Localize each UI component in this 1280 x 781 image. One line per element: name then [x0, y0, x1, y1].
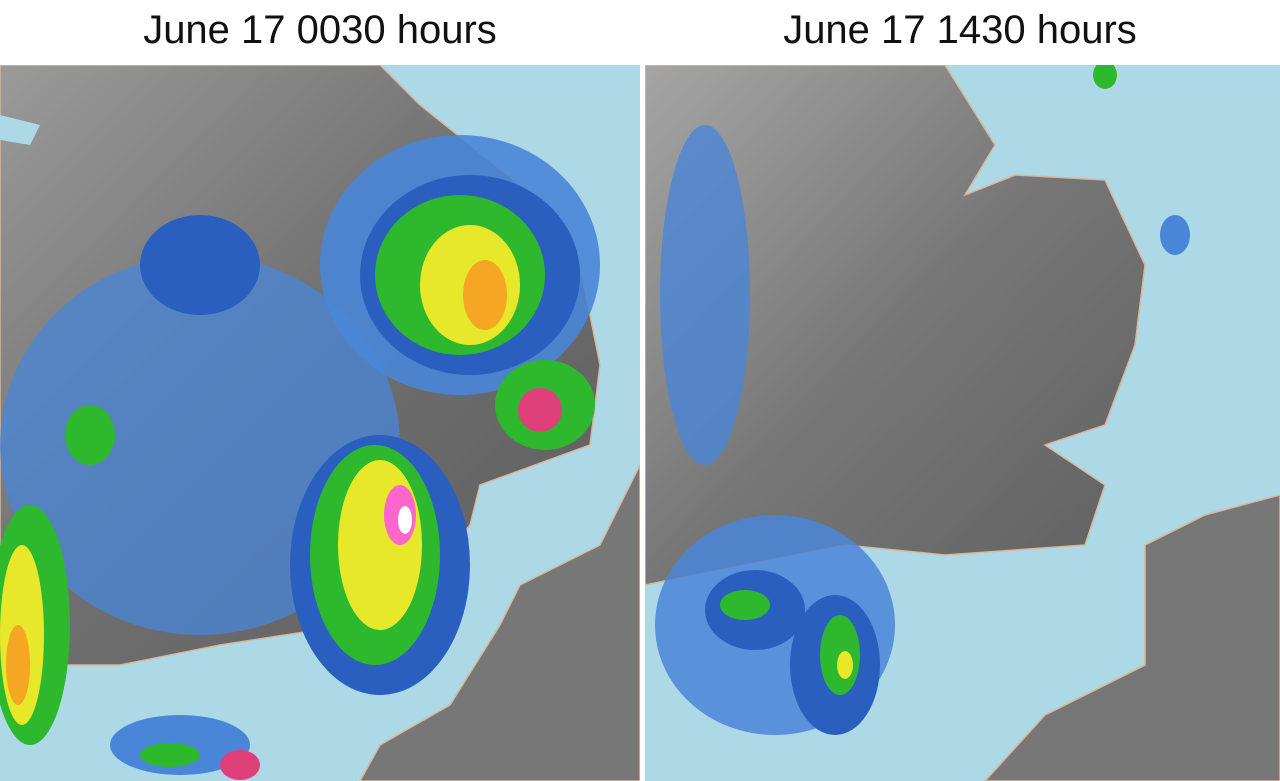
radar-cell: [720, 590, 770, 620]
radar-map-left: [0, 65, 640, 781]
radar-cell: [140, 743, 200, 767]
panel-title: June 17 1430 hours: [783, 8, 1137, 52]
radar-cell: [463, 260, 507, 330]
radar-map-right: [645, 65, 1280, 781]
radar-cell: [65, 405, 115, 465]
radar-cell: [338, 460, 422, 630]
radar-cell: [220, 750, 260, 780]
land: [0, 115, 40, 145]
radar-echoes: [0, 135, 600, 780]
panel-title: June 17 0030 hours: [143, 8, 497, 52]
land: [359, 464, 640, 781]
land: [983, 494, 1280, 781]
radar-cell: [660, 125, 750, 465]
radar-cell: [837, 651, 853, 679]
radar-cell: [6, 625, 30, 705]
radar-cell: [1160, 215, 1190, 255]
radar-echoes: [655, 65, 1190, 735]
radar-cell: [140, 215, 260, 315]
radar-cell: [398, 506, 412, 534]
radar-cell: [1093, 65, 1117, 89]
radar-cell: [518, 388, 562, 432]
